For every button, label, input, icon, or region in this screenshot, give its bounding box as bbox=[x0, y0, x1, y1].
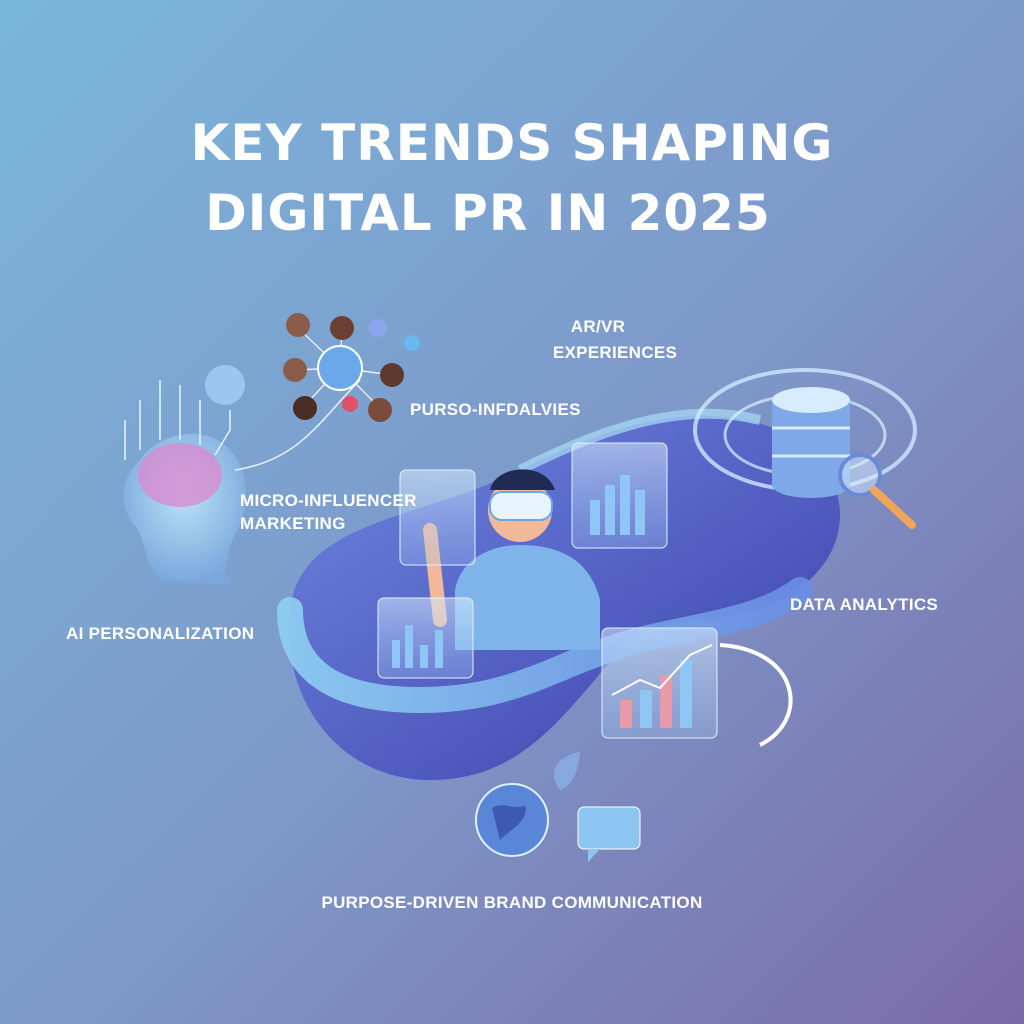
title-line: KEY TRENDS SHAPING bbox=[191, 114, 834, 172]
leaf-icon bbox=[553, 752, 580, 790]
trend-label: AR/VR bbox=[571, 317, 625, 336]
trend-line bbox=[611, 644, 713, 696]
circuit-lines bbox=[124, 379, 361, 471]
ribbon-edge bbox=[277, 577, 813, 714]
title-line: DIGITAL PR IN 2025 bbox=[205, 184, 771, 242]
chat-tail bbox=[588, 849, 600, 862]
trend-label: EXPERIENCES bbox=[553, 343, 677, 362]
hologram-panel bbox=[571, 442, 668, 549]
globe-land bbox=[492, 805, 526, 840]
labels: AR/VR EXPERIENCES PURSO-INFDALVIES MICRO… bbox=[66, 317, 938, 912]
trend-label: MARKETING bbox=[240, 514, 346, 533]
hologram-panel bbox=[377, 597, 474, 679]
trend-label: DATA ANALYTICS bbox=[790, 595, 938, 614]
hologram-panel bbox=[399, 469, 476, 566]
database-icon bbox=[693, 368, 917, 529]
vr-person bbox=[423, 469, 600, 650]
trend-label: MICRO-INFLUENCER bbox=[240, 491, 417, 510]
brain-icon bbox=[138, 443, 222, 507]
influencer-network bbox=[283, 313, 420, 422]
trend-label: AI PERSONALIZATION bbox=[66, 624, 254, 643]
chat-icon bbox=[577, 806, 641, 850]
panel-bars bbox=[392, 475, 692, 728]
speaker-icon bbox=[205, 365, 245, 405]
ribbon-edge bbox=[517, 408, 762, 475]
hologram-panel bbox=[601, 627, 718, 739]
trend-label: PURPOSE-DRIVEN BRAND COMMUNICATION bbox=[321, 893, 702, 912]
trend-label: PURSO-INFDALVIES bbox=[410, 400, 581, 419]
glow-arc bbox=[719, 643, 793, 747]
